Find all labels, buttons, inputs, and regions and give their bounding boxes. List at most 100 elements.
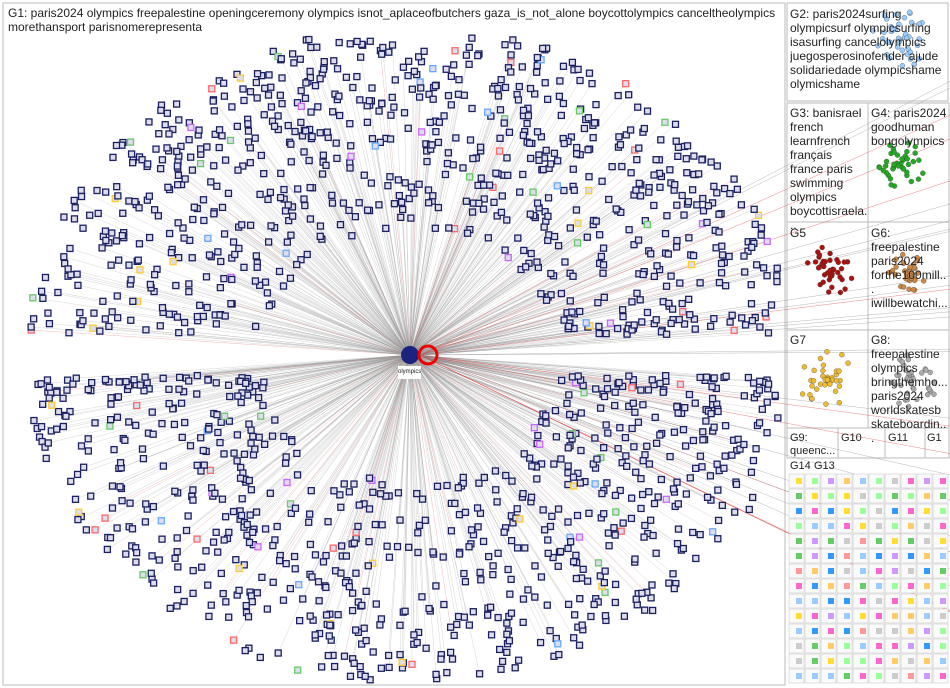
node: [131, 197, 139, 206]
node: [682, 490, 690, 498]
edge: [409, 205, 709, 356]
small-group-node: [844, 568, 850, 574]
node: [754, 211, 763, 219]
node: [189, 496, 197, 504]
node: [748, 243, 756, 251]
node: [632, 595, 640, 603]
node: [141, 518, 150, 526]
small-group-node: [924, 673, 930, 679]
edge: [81, 354, 411, 447]
node: [297, 118, 305, 127]
node: [444, 149, 452, 157]
node: [744, 247, 752, 255]
node: [425, 90, 433, 98]
node: [342, 73, 351, 81]
node: [106, 415, 115, 424]
cluster-node: [814, 386, 820, 392]
node: [186, 442, 195, 450]
group-label: G10: [841, 432, 862, 444]
cluster-node: [841, 259, 847, 265]
cluster-node: [821, 263, 827, 270]
edge: [221, 354, 411, 574]
node: [178, 433, 186, 442]
node: [708, 394, 717, 403]
small-group-node: [860, 628, 866, 634]
node: [616, 424, 624, 432]
small-group-node: [812, 598, 818, 604]
cluster-node: [900, 260, 907, 266]
node: [533, 475, 541, 483]
edge: [419, 180, 950, 356]
node: [507, 575, 515, 584]
node: [749, 379, 758, 387]
edge: [352, 354, 411, 594]
node: [748, 317, 757, 325]
node: [315, 597, 323, 605]
edge: [409, 93, 535, 356]
edge: [221, 354, 411, 423]
node: [73, 470, 82, 479]
node: [648, 606, 657, 615]
edge: [409, 69, 579, 356]
edge: [57, 292, 411, 356]
node: [703, 218, 711, 227]
small-group-node: [892, 493, 898, 499]
node: [721, 282, 730, 290]
node: [578, 621, 586, 629]
cluster-node: [833, 378, 840, 384]
edge: [221, 135, 411, 356]
node: [107, 400, 115, 408]
node: [564, 462, 572, 470]
node: [172, 281, 180, 290]
node: [474, 523, 482, 531]
edge: [367, 122, 411, 356]
node: [500, 119, 508, 127]
cluster-node: [904, 390, 911, 396]
node: [264, 91, 273, 99]
node: [526, 454, 534, 462]
node: [291, 127, 299, 136]
node: [665, 579, 673, 587]
node: [265, 302, 273, 310]
node: [591, 434, 599, 442]
node: [118, 231, 126, 240]
node: [484, 234, 492, 242]
node: [570, 186, 578, 194]
node: [318, 170, 327, 178]
edge: [133, 159, 411, 356]
node: [767, 301, 776, 309]
node: [433, 482, 442, 490]
node: [441, 170, 450, 179]
node: [174, 253, 183, 262]
node: [543, 601, 551, 609]
node: [188, 166, 197, 174]
node: [115, 256, 123, 264]
edge: [132, 162, 411, 356]
node: [113, 292, 121, 300]
node: [685, 390, 694, 399]
small-group-node: [828, 643, 834, 649]
node: [126, 138, 135, 146]
node: [213, 182, 221, 190]
node: [325, 632, 333, 640]
node: [174, 171, 183, 179]
small-group-node: [844, 598, 850, 604]
node: [717, 259, 726, 268]
node: [529, 188, 537, 196]
node: [59, 394, 67, 402]
node: [637, 474, 645, 483]
node: [756, 377, 764, 385]
small-group-node: [892, 643, 898, 649]
node: [595, 231, 604, 239]
node: [371, 520, 379, 529]
node: [443, 481, 451, 490]
node: [763, 272, 771, 280]
node: [202, 273, 211, 281]
node: [39, 294, 47, 303]
node: [524, 586, 532, 594]
cluster-node: [880, 35, 886, 42]
small-group-node: [844, 658, 850, 664]
node: [177, 142, 185, 151]
node: [77, 186, 85, 194]
node: [187, 123, 195, 132]
